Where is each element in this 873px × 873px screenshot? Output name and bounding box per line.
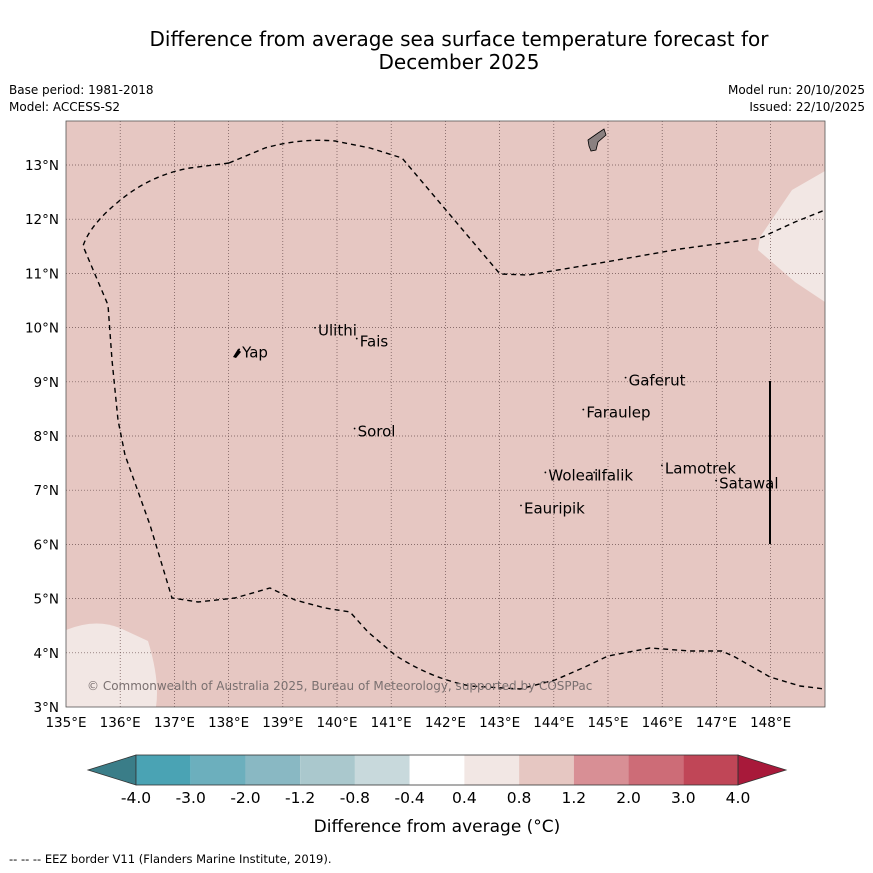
colorbar-over-arrow bbox=[737, 754, 788, 786]
island-label: Lamotrek bbox=[665, 459, 736, 477]
longitude-tick-label: 136°E bbox=[100, 715, 141, 731]
colorbar-segment bbox=[354, 755, 410, 785]
longitude-tick-label: 139°E bbox=[262, 715, 303, 731]
graticule bbox=[66, 121, 825, 707]
longitude-labels: 135°E 136°E 137°E 138°E 139°E 140°E 141°E 142°E… bbox=[45, 715, 791, 731]
map-frame bbox=[65, 120, 826, 708]
island-label: Faraulep bbox=[586, 404, 650, 422]
base-period: Base period: 1981-2018 bbox=[9, 83, 154, 97]
copyright-text: © Commonwealth of Australia 2025, Bureau… bbox=[87, 679, 592, 693]
island-label: Satawal bbox=[719, 475, 778, 493]
island-marker bbox=[544, 471, 547, 474]
latitude-tick-label: 6°N bbox=[34, 537, 59, 553]
island-label: Fais bbox=[360, 333, 389, 351]
island-marker bbox=[314, 326, 316, 329]
colorbar: -4.0 -3.0 -2.0 -1.2 -0.8 -0.4 0.4 0.8 1.2 2.0 3.0 4… bbox=[86, 754, 788, 807]
island-label: Eauripik bbox=[524, 500, 585, 518]
colorbar-label: Difference from average (°C) bbox=[314, 817, 561, 837]
longitude-tick-label: 135°E bbox=[45, 715, 86, 731]
longitude-tick-label: 147°E bbox=[696, 715, 737, 731]
latitude-tick-label: 11°N bbox=[25, 266, 59, 282]
colorbar-segment bbox=[136, 755, 191, 785]
eez-border-north bbox=[228, 139, 825, 276]
map-background bbox=[66, 121, 825, 707]
meta-right: Model run: 20/10/2025 Issued: 22/10/2025 bbox=[728, 82, 865, 116]
title-line-1: Difference from average sea surface temp… bbox=[149, 27, 769, 51]
colorbar-segment bbox=[464, 755, 520, 785]
island-marker bbox=[624, 376, 627, 379]
colorbar-segment bbox=[628, 755, 684, 785]
model-name: Model: ACCESS-S2 bbox=[9, 100, 121, 114]
island-marker bbox=[520, 504, 522, 507]
issued-date: Issued: 22/10/2025 bbox=[749, 100, 865, 114]
colorbar-tick-label: -3.0 bbox=[176, 789, 206, 807]
longitude-tick-label: 141°E bbox=[371, 715, 412, 731]
colorbar-tick-label: -2.0 bbox=[230, 789, 260, 807]
anomaly-region-east bbox=[758, 171, 825, 302]
island-label: Yap bbox=[241, 343, 268, 361]
colorbar-tick-label: 4.0 bbox=[726, 789, 751, 807]
anomaly-region-southwest bbox=[66, 623, 157, 707]
island-marker bbox=[238, 348, 241, 351]
colorbar-tick-label: 1.2 bbox=[561, 789, 586, 807]
longitude-tick-label: 140°E bbox=[316, 715, 357, 731]
colorbar-tick-label: 0.8 bbox=[507, 789, 532, 807]
colorbar-segment bbox=[190, 755, 246, 785]
longitude-tick-label: 144°E bbox=[533, 715, 574, 731]
island-label: Ulithi bbox=[318, 322, 357, 340]
latitude-tick-label: 4°N bbox=[34, 646, 59, 662]
colorbar-tick-label: -1.2 bbox=[285, 789, 315, 807]
island-label: Sorol bbox=[358, 423, 396, 441]
island-label: Gaferut bbox=[629, 372, 686, 390]
longitude-tick-label: 145°E bbox=[587, 715, 628, 731]
latitude-tick-label: 13°N bbox=[25, 158, 59, 174]
island-marker bbox=[353, 427, 356, 430]
colorbar-tick-label: -0.4 bbox=[395, 789, 425, 807]
colorbar-segment bbox=[519, 755, 574, 785]
colorbar-tick-label: 2.0 bbox=[616, 789, 641, 807]
longitude-tick-label: 138°E bbox=[208, 715, 249, 731]
latitude-tick-label: 12°N bbox=[25, 212, 59, 228]
yap-island bbox=[233, 349, 241, 358]
island-label: Woleai bbox=[548, 466, 598, 484]
longitude-tick-label: 137°E bbox=[154, 715, 195, 731]
guam-island bbox=[587, 128, 607, 152]
colorbar-frame bbox=[135, 754, 739, 786]
latitude-tick-label: 5°N bbox=[34, 592, 59, 608]
island-marker bbox=[715, 479, 718, 482]
colorbar-segment bbox=[300, 755, 355, 785]
colorbar-segment bbox=[409, 755, 465, 785]
title-line-2: December 2025 bbox=[378, 50, 540, 74]
latitude-tick-label: 8°N bbox=[34, 429, 59, 445]
longitude-tick-label: 146°E bbox=[642, 715, 683, 731]
island-marker bbox=[593, 471, 596, 474]
longitude-tick-label: 143°E bbox=[479, 715, 520, 731]
chart-title: Difference from average sea surface temp… bbox=[100, 28, 818, 74]
latitude-tick-label: 10°N bbox=[25, 321, 59, 337]
colorbar-under-arrow bbox=[86, 754, 137, 786]
latitude-tick-label: 9°N bbox=[34, 375, 59, 391]
island-marker bbox=[355, 337, 358, 340]
latitude-tick-label: 7°N bbox=[34, 483, 59, 499]
longitude-tick-label: 142°E bbox=[425, 715, 466, 731]
colorbar-segment bbox=[245, 755, 301, 785]
eez-border bbox=[82, 162, 825, 690]
island-label: Ifalik bbox=[597, 466, 633, 484]
longitude-tick-label: 148°E bbox=[750, 715, 791, 731]
meta-left: Base period: 1981-2018 Model: ACCESS-S2 bbox=[9, 82, 154, 116]
colorbar-tick-label: 3.0 bbox=[671, 789, 696, 807]
footnote: -- -- -- EEZ border V11 (Flanders Marine… bbox=[9, 852, 332, 866]
colorbar-tick-label: -0.8 bbox=[340, 789, 370, 807]
latitude-labels: 3°N 4°N 5°N 6°N 7°N 8°N 9°N 10°N 11°N 12°N 13°N bbox=[25, 158, 59, 716]
latitude-tick-label: 3°N bbox=[34, 700, 59, 716]
colorbar-segment bbox=[683, 755, 738, 785]
colorbar-tick-label: -4.0 bbox=[121, 789, 151, 807]
colorbar-tick-label: 0.4 bbox=[452, 789, 477, 807]
model-run: Model run: 20/10/2025 bbox=[727, 83, 865, 97]
island-marker bbox=[661, 464, 663, 467]
colorbar-segment bbox=[573, 755, 629, 785]
island-marker bbox=[582, 408, 585, 411]
